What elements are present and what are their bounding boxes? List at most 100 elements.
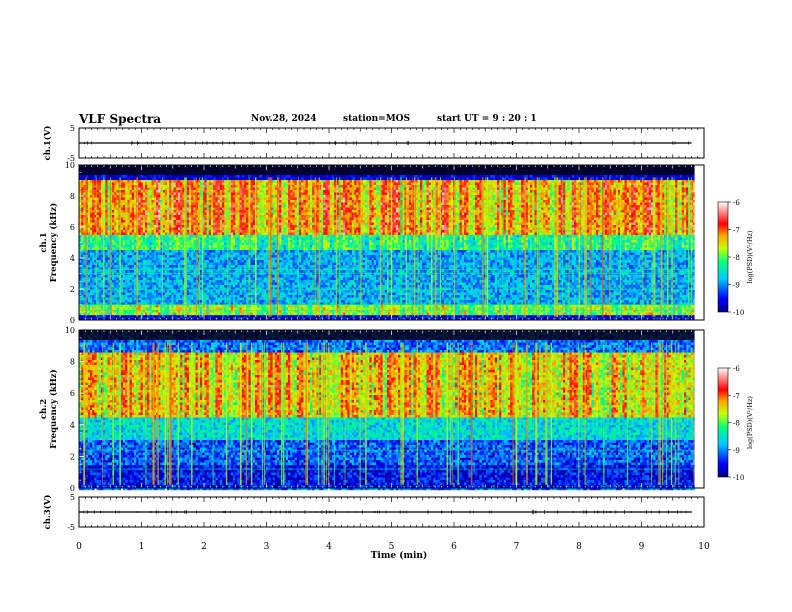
psd-cell xyxy=(125,270,128,273)
psd-cell xyxy=(189,222,192,226)
psd-cell xyxy=(114,202,117,206)
psd-cell xyxy=(153,270,157,273)
psd-cell xyxy=(175,220,179,223)
psd-cell xyxy=(160,295,163,298)
psd-cell xyxy=(193,235,196,238)
psd-cell xyxy=(189,277,192,281)
psd-cell xyxy=(204,312,207,316)
psd-cell xyxy=(162,300,165,303)
psd-cell xyxy=(164,250,168,253)
psd-cell xyxy=(127,277,130,281)
psd-cell xyxy=(127,290,130,293)
psd-cell xyxy=(204,285,207,288)
psd-cell xyxy=(197,252,201,256)
psd-cell xyxy=(239,227,242,231)
psd-cell xyxy=(90,200,93,203)
psd-cell xyxy=(171,305,174,308)
psd-cell xyxy=(105,305,108,308)
psd-cell xyxy=(191,247,194,251)
psd-cell xyxy=(180,292,183,296)
psd-cell xyxy=(173,182,176,186)
psd-cell xyxy=(107,192,110,196)
psd-cell xyxy=(167,210,170,213)
psd-cell xyxy=(211,287,214,291)
psd-cell xyxy=(211,222,214,226)
psd-cell xyxy=(156,277,159,281)
psd-cell xyxy=(90,290,93,293)
psd-cell xyxy=(173,305,176,308)
psd-cell xyxy=(186,185,190,188)
psd-cell xyxy=(213,280,216,283)
psd-cell xyxy=(131,250,135,253)
psd-cell xyxy=(127,305,130,308)
psd-cell xyxy=(259,285,262,288)
psd-cell xyxy=(219,292,223,296)
psd-cell xyxy=(156,232,159,236)
psd-cell xyxy=(92,220,95,223)
psd-cell xyxy=(158,197,161,201)
psd-cell xyxy=(131,215,135,218)
psd-cell xyxy=(145,275,148,278)
psd-cell xyxy=(248,225,251,228)
psd-cell xyxy=(175,255,179,258)
psd-cell xyxy=(248,202,251,206)
psd-cell xyxy=(215,285,218,288)
psd-cell xyxy=(142,277,146,281)
psd-cell xyxy=(151,295,154,298)
psd-cell xyxy=(98,215,102,218)
psd-cell xyxy=(259,265,262,268)
psd-cell xyxy=(142,287,146,291)
psd-cell xyxy=(224,280,227,283)
psd-cell xyxy=(92,295,95,298)
psd-cell xyxy=(138,305,141,308)
psd-cell xyxy=(241,310,245,313)
psd-cell xyxy=(173,227,176,231)
psd-cell xyxy=(171,185,174,188)
psd-cell xyxy=(147,207,150,211)
psd-cell xyxy=(112,195,115,198)
psd-cell xyxy=(96,247,99,251)
psd-cell xyxy=(151,310,154,313)
psd-cell xyxy=(215,205,218,208)
psd-cell xyxy=(147,285,150,288)
psd-cell xyxy=(175,235,179,238)
psd-cell xyxy=(81,270,84,273)
psd-cell xyxy=(164,232,168,236)
psd-cell xyxy=(228,255,231,258)
psd-cell xyxy=(153,290,157,293)
psd-cell xyxy=(173,205,176,208)
psd-cell xyxy=(105,222,108,226)
psd-cell xyxy=(241,242,245,246)
psd-cell xyxy=(213,305,216,308)
psd-cell xyxy=(224,237,227,241)
psd-cell xyxy=(178,220,181,223)
psd-cell xyxy=(151,307,154,311)
psd-cell xyxy=(81,305,84,308)
psd-cell xyxy=(147,210,150,213)
psd-cell xyxy=(248,307,251,311)
psd-cell xyxy=(140,260,143,263)
psd-cell xyxy=(197,195,201,198)
psd-cell xyxy=(252,182,256,186)
psd-cell xyxy=(145,237,148,241)
psd-cell xyxy=(206,180,209,183)
psd-cell xyxy=(175,242,179,246)
psd-cell xyxy=(248,262,251,266)
psd-cell xyxy=(222,185,225,188)
psd-cell xyxy=(123,220,126,223)
psd-cell xyxy=(123,225,126,228)
psd-cell xyxy=(123,185,126,188)
psd-cell xyxy=(107,205,110,208)
psd-cell xyxy=(202,195,205,198)
psd-cell xyxy=(230,277,234,281)
psd-cell xyxy=(239,217,242,221)
psd-cell xyxy=(175,275,179,278)
psd-cell xyxy=(222,200,225,203)
psd-cell xyxy=(239,250,242,253)
psd-cell xyxy=(224,265,227,268)
psd-cell xyxy=(197,317,201,321)
psd-cell xyxy=(206,192,209,196)
psd-cell xyxy=(211,197,214,201)
psd-cell xyxy=(169,235,172,238)
psd-cell xyxy=(127,227,130,231)
